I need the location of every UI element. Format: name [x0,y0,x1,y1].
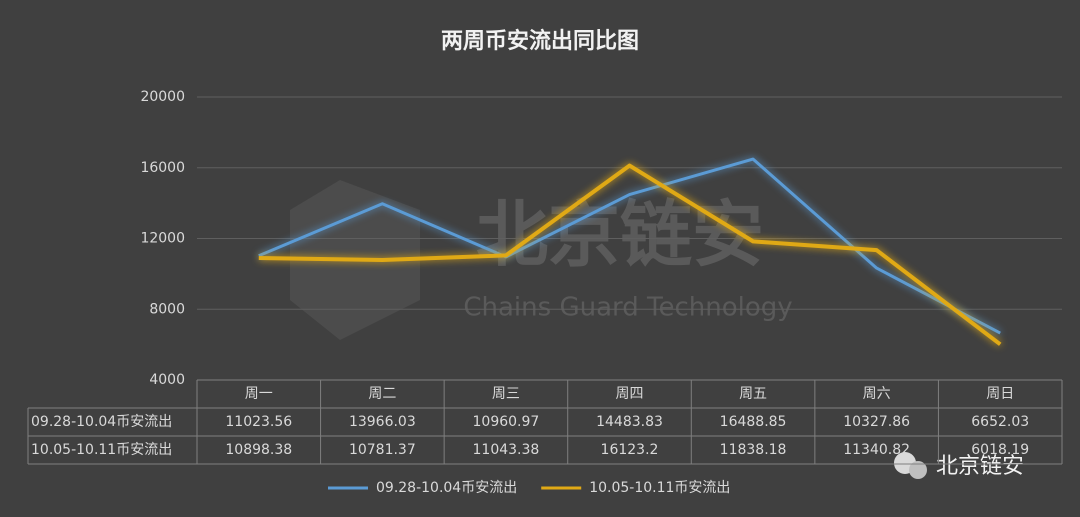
x-tick-label: 周一 [245,386,273,402]
watermark-title: 北京链安 [476,193,764,277]
x-tick-label: 周四 [616,386,644,402]
y-tick-label: 4000 [149,372,185,388]
table-cell: 10327.86 [843,414,910,430]
table-cell: 11023.56 [225,414,292,430]
chart-title: 两周币安流出同比图 [441,28,639,54]
table-cell: 6018.19 [971,442,1029,458]
table-cell: 6652.03 [971,414,1029,430]
table-cell: 14483.83 [596,414,663,430]
x-tick-label: 周三 [492,386,520,402]
brand-name: 北京链安 [936,454,1024,479]
y-tick-label: 16000 [140,160,185,176]
x-tick-label: 周二 [368,386,396,402]
y-tick-label: 8000 [149,301,185,317]
table-row-label: 09.28-10.04币安流出 [31,414,172,430]
y-tick-label: 20000 [140,89,185,105]
series-line [258,157,1001,335]
x-tick-label: 周五 [739,386,767,402]
table-cell: 10781.37 [349,442,416,458]
y-tick-label: 12000 [140,231,185,247]
table-cell: 11838.18 [720,442,787,458]
watermark-subtitle: Chains Guard Technology [463,293,792,323]
table-cell: 11340.82 [843,442,910,458]
x-tick-label: 周六 [863,386,891,402]
legend-label: 10.05-10.11币安流出 [589,480,730,496]
legend-label: 09.28-10.04币安流出 [376,480,517,496]
table-cell: 10898.38 [225,442,292,458]
brand: 北京链安 [894,452,1024,479]
table-cell: 10960.97 [473,414,540,430]
table-cell: 13966.03 [349,414,416,430]
x-tick-label: 周日 [986,386,1014,402]
table-cell: 16488.85 [720,414,787,430]
series-line [258,163,1002,346]
table-row-label: 10.05-10.11币安流出 [31,442,172,458]
brand-icon [909,461,927,479]
table-cell: 11043.38 [473,442,540,458]
table-cell: 16123.2 [601,442,659,458]
